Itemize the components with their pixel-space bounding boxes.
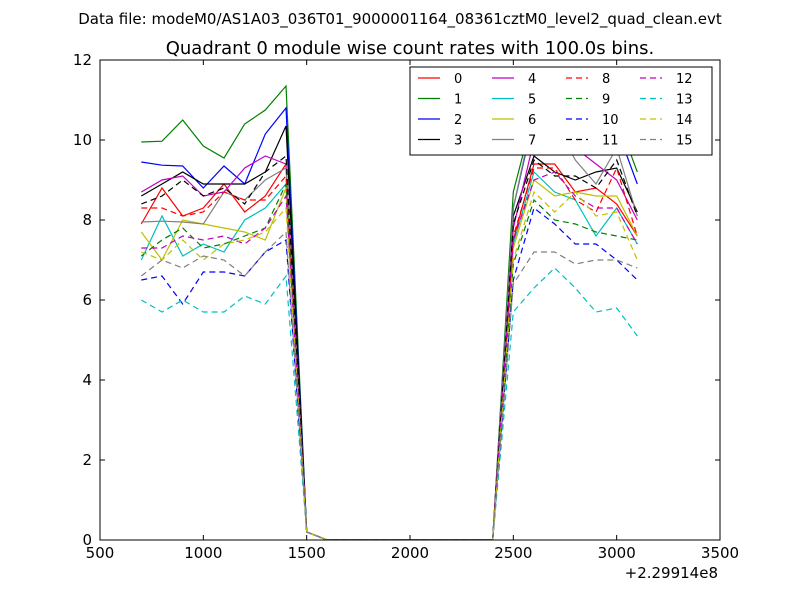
y-tick-label: 6 [82,291,92,309]
x-tick-label: 500 [86,544,115,562]
series-line-13 [140,267,638,540]
legend-label-12: 12 [676,72,693,87]
legend-label-2: 2 [454,113,462,128]
series-line-7 [141,111,638,540]
series-line-3 [140,125,638,540]
y-tick-label: 4 [82,371,92,389]
x-tick-label: 3000 [598,544,636,562]
series-line-5 [140,170,638,540]
legend-label-15: 15 [676,134,693,149]
series-line-9 [140,183,638,540]
legend-label-10: 10 [602,113,619,128]
legend-label-5: 5 [528,93,536,108]
y-tick-label: 0 [82,531,92,549]
series-line-2 [141,106,638,540]
chart-title: Quadrant 0 module wise count rates with … [166,38,655,59]
y-tick-label: 8 [82,211,92,229]
legend-label-9: 9 [602,93,610,108]
series-line-10 [141,206,638,540]
y-tick-label: 2 [82,451,92,469]
series-line-0 [140,162,638,540]
legend-label-3: 3 [454,134,462,149]
legend-frame [409,66,713,156]
legend-label-0: 0 [454,72,462,87]
x-offset-label: +2.29914e8 [625,564,718,582]
legend-label-7: 7 [528,134,536,149]
series-line-11 [141,154,638,540]
series-line-15 [140,230,638,540]
series-line-8 [141,166,638,540]
y-tick-label: 10 [73,131,92,149]
x-tick-label: 1500 [288,544,326,562]
legend-label-11: 11 [602,134,619,149]
series-line-6 [140,178,638,540]
x-tick-label: 2500 [494,544,532,562]
y-tick-label: 12 [73,51,92,69]
x-tick-label: 2000 [391,544,429,562]
legend-label-4: 4 [528,72,536,87]
legend-label-14: 14 [676,113,693,128]
series-line-14 [141,190,638,540]
series-line-12 [141,171,638,540]
x-tick-label: 3500 [701,544,739,562]
legend-label-1: 1 [454,93,462,108]
chart-suptitle: Data file: modeM0/AS1A03_036T01_90000011… [78,10,722,29]
legend-label-13: 13 [676,93,693,108]
legend-label-6: 6 [528,113,536,128]
legend-label-8: 8 [602,72,610,87]
x-tick-label: 1000 [184,544,222,562]
